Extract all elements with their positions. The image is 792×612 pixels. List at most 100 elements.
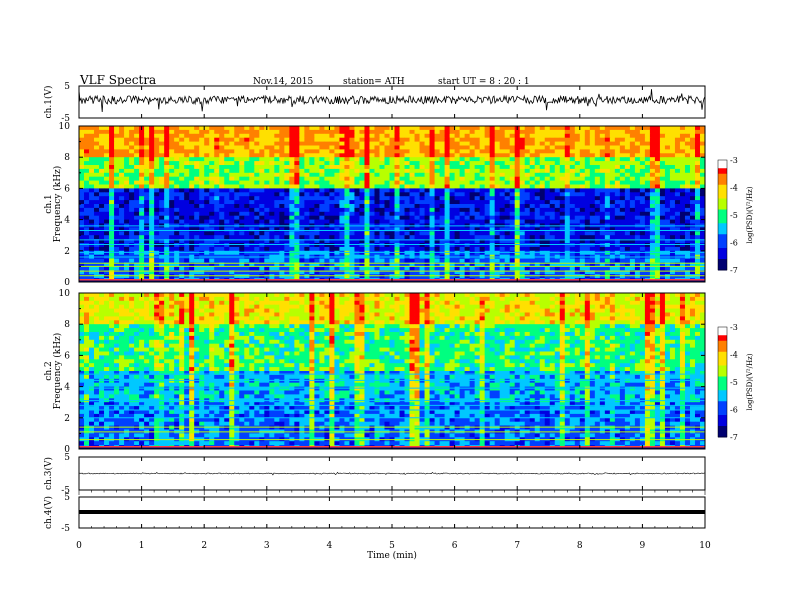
spectrogram-cell (694, 180, 701, 185)
spectrogram-cell (259, 200, 265, 205)
spectrogram-cell (519, 161, 526, 166)
spectrogram-cell (664, 149, 671, 154)
spectrogram-cell (684, 219, 691, 224)
spectrogram-cell (84, 231, 90, 236)
spectrogram-cell (294, 196, 300, 201)
spectrogram-cell (414, 165, 420, 170)
spectrogram-cell (189, 266, 195, 271)
spectrogram-cell (599, 219, 606, 224)
spectrogram-cell (609, 176, 616, 181)
spectrogram-cell (254, 184, 260, 189)
spectrogram-cell (364, 270, 370, 275)
spectrogram-cell (689, 153, 696, 158)
spectrogram-cell (649, 141, 656, 146)
spectrogram-cell (629, 250, 636, 256)
spectrogram-cell (239, 172, 245, 178)
spectrogram-cell (684, 274, 691, 279)
spectrogram-cell (94, 262, 100, 267)
spectrogram-cell (349, 133, 355, 139)
spectrogram-cell (94, 227, 100, 232)
spectrogram-cell (89, 250, 95, 256)
spectrogram-cell (169, 227, 175, 232)
spectrogram-cell (524, 239, 531, 244)
spectrogram-cell (344, 243, 350, 248)
spectrogram-cell (464, 211, 471, 217)
spectrogram-cell (314, 168, 320, 174)
spectrogram-cell (429, 172, 435, 178)
spectrogram-cell (299, 270, 305, 275)
spectrogram-cell (174, 262, 180, 267)
spectrogram-cell (284, 227, 290, 232)
spectrogram-cell (339, 274, 345, 279)
spectrogram-cell (259, 161, 265, 166)
spectrogram-cell (279, 165, 285, 170)
spectrogram-cell (174, 133, 180, 139)
spectrogram-cell (464, 165, 471, 170)
spectrogram-cell (109, 196, 115, 201)
spectrogram-cell (219, 243, 225, 248)
spectrogram-cell (624, 161, 631, 166)
spectrogram-cell (554, 215, 561, 220)
spectrogram-cell (574, 172, 581, 178)
spectrogram-cell (319, 172, 325, 178)
spectrogram-cell (669, 270, 676, 275)
spectrogram-cell (169, 133, 175, 139)
spectrogram-cell (214, 246, 220, 252)
spectrogram-cell (649, 211, 656, 217)
spectrogram-cell (414, 172, 420, 178)
spectrogram-cell (579, 204, 586, 209)
spectrogram-cell (414, 168, 420, 174)
spectrogram-cell (429, 168, 435, 174)
spectrogram-cell (144, 235, 150, 240)
spectrogram-cell (209, 141, 215, 146)
spectrogram-cell (679, 262, 686, 267)
spectrogram-cell (369, 165, 375, 170)
spectrogram-cell (94, 235, 100, 240)
spectrogram-cell (504, 157, 511, 162)
spectrogram-cell (464, 243, 471, 248)
spectrogram-cell (84, 145, 90, 150)
spectrogram-cell (224, 200, 230, 205)
spectrogram-cell (524, 165, 531, 170)
spectrogram-cell (129, 161, 135, 166)
spectrogram-cell (284, 262, 290, 267)
spectrogram-cell (124, 215, 130, 220)
spectrogram-cell (519, 165, 526, 170)
spectrogram-cell (464, 126, 471, 131)
spectrogram-cell (539, 165, 546, 170)
spectrogram-cell (584, 192, 591, 197)
spectrogram-cell (399, 231, 405, 236)
spectrogram-cell (134, 243, 140, 248)
spectrogram-cell (524, 188, 531, 193)
spectrogram-cell (509, 180, 516, 185)
spectrogram-cell (639, 141, 646, 146)
spectrogram-cell (324, 227, 330, 232)
spectrogram-cell (564, 192, 571, 197)
spectrogram-cell (129, 180, 135, 185)
spectrogram-cell (309, 258, 315, 263)
spectrogram-cell (479, 157, 486, 162)
spectrogram-cell (444, 180, 450, 185)
spectrogram-cell (289, 196, 295, 201)
spectrogram-cell (99, 266, 105, 271)
spectrogram-cell (639, 258, 646, 263)
spectrogram-cell (534, 274, 541, 279)
spectrogram-cell (534, 184, 541, 189)
spectrogram-cell (499, 204, 506, 209)
spectrogram-cell (229, 262, 235, 267)
spectrogram-cell (514, 133, 521, 139)
spectrogram-cell (194, 270, 200, 275)
spectrogram-cell (624, 145, 631, 150)
spectrogram-cell (219, 204, 225, 209)
spectrogram-cell (124, 133, 130, 139)
spectrogram-cell (609, 246, 616, 252)
spectrogram-cell (414, 211, 420, 217)
spectrogram-cell (569, 200, 576, 205)
spectrogram-cell (599, 262, 606, 267)
spectrogram-cell (109, 165, 115, 170)
spectrogram-cell (669, 211, 676, 217)
spectrogram-cell (229, 243, 235, 248)
spectrogram-cell (324, 250, 330, 256)
spectrogram-cell (329, 153, 335, 158)
spectrogram-cell (269, 184, 275, 189)
